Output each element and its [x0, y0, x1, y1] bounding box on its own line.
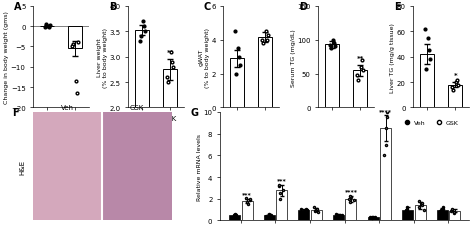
- Y-axis label: Relative mRNA levels: Relative mRNA levels: [197, 133, 202, 200]
- Y-axis label: Change in body weight (gms): Change in body weight (gms): [4, 11, 9, 104]
- Text: **: **: [356, 55, 364, 61]
- Text: G: G: [190, 107, 198, 117]
- Y-axis label: Serum TG (mg/dL): Serum TG (mg/dL): [291, 29, 296, 86]
- Text: ****: ****: [345, 189, 357, 194]
- Bar: [353, 71, 367, 108]
- Text: ***: ***: [277, 178, 287, 183]
- Bar: [258, 38, 272, 108]
- Bar: [448, 85, 462, 108]
- Bar: [33, 112, 102, 220]
- Text: ****: ****: [379, 109, 392, 114]
- Bar: [402, 210, 413, 220]
- Text: E: E: [394, 2, 401, 12]
- Bar: [163, 70, 177, 209]
- Bar: [68, 27, 82, 49]
- Legend: Veh, GSK: Veh, GSK: [403, 118, 461, 128]
- Bar: [420, 55, 434, 108]
- Text: F: F: [12, 107, 19, 117]
- Bar: [367, 217, 379, 220]
- Text: A: A: [14, 2, 21, 12]
- Bar: [242, 201, 253, 220]
- Bar: [380, 129, 391, 220]
- Text: C: C: [204, 2, 211, 12]
- Bar: [333, 215, 344, 220]
- Text: ***: ***: [242, 192, 252, 197]
- Bar: [135, 31, 149, 209]
- Y-axis label: Liver TG (mg/g tissue): Liver TG (mg/g tissue): [390, 22, 395, 92]
- Text: H&E: H&E: [19, 159, 25, 174]
- Text: Veh: Veh: [61, 104, 74, 110]
- Text: D: D: [299, 2, 307, 12]
- Bar: [264, 215, 275, 220]
- Bar: [229, 215, 240, 220]
- Bar: [298, 210, 310, 220]
- Bar: [325, 45, 339, 108]
- Text: GSK: GSK: [130, 104, 144, 110]
- Y-axis label: gWAT
(% to body weight): gWAT (% to body weight): [199, 27, 210, 87]
- Bar: [437, 210, 448, 220]
- Bar: [449, 211, 460, 220]
- Bar: [102, 112, 172, 220]
- Text: B: B: [109, 2, 116, 12]
- Bar: [230, 59, 244, 108]
- Bar: [276, 190, 287, 220]
- Bar: [346, 199, 356, 220]
- Text: **: **: [166, 50, 174, 56]
- Y-axis label: Liver weight
(% to body weight): Liver weight (% to body weight): [97, 27, 108, 87]
- Text: *: *: [454, 73, 457, 79]
- Bar: [311, 210, 322, 220]
- Bar: [415, 205, 426, 220]
